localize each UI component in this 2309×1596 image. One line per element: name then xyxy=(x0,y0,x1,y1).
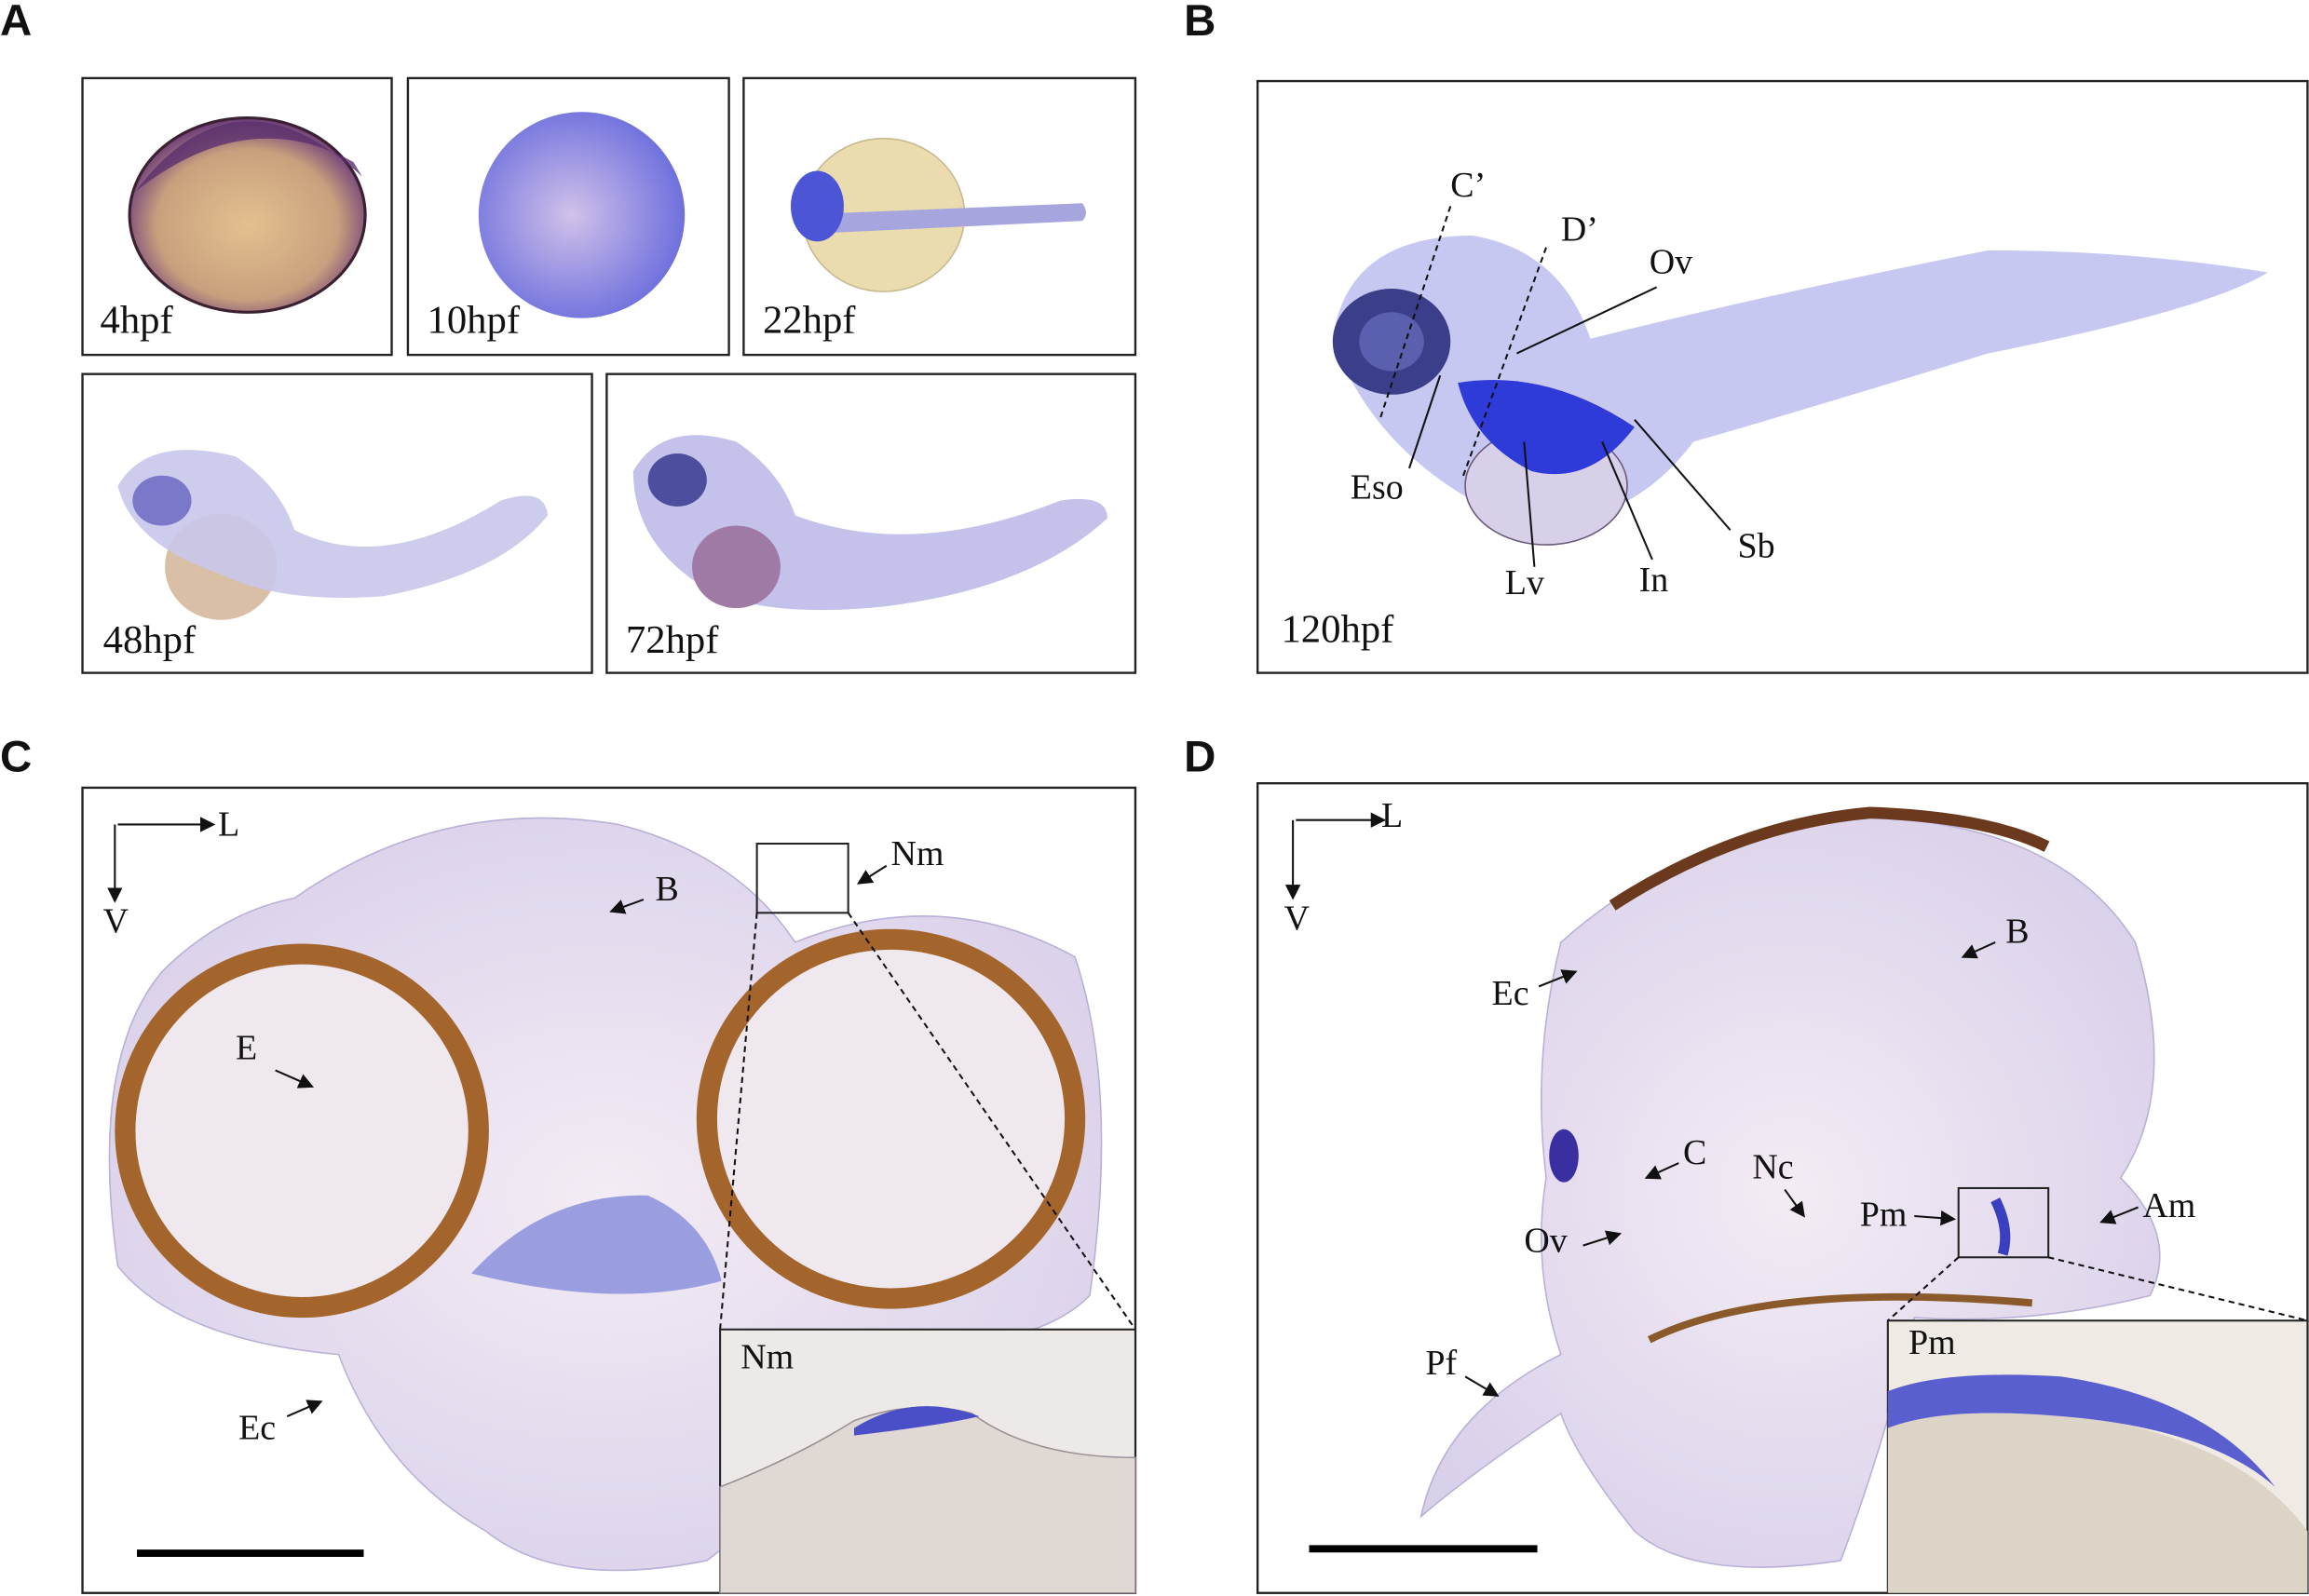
axis-label: V xyxy=(103,902,129,941)
panel-a: 4hpf 10hpf 22hpf 48hpf 72hpf xyxy=(81,76,1137,674)
annotation: Ec xyxy=(238,1409,276,1448)
panel-d: L V Ec B C Nc Pm Am Ov Pf Pm xyxy=(1256,782,2309,1594)
annotation: C’ xyxy=(1450,166,1486,205)
annotation: D’ xyxy=(1561,210,1598,250)
annotation: Ec xyxy=(1492,974,1529,1013)
annotation: B xyxy=(656,870,679,909)
panel-b: C’ D’ Ov Eso Lv In Sb 120hpf xyxy=(1256,79,2309,674)
panel-c: L V B Nm E Ec Nm xyxy=(81,786,1137,1594)
stage-label: 72hpf xyxy=(626,618,719,662)
stage-label: 48hpf xyxy=(103,618,197,662)
axis-label: L xyxy=(1381,796,1403,835)
annotation: Sb xyxy=(1738,527,1775,566)
annotation: Ov xyxy=(1524,1222,1567,1261)
stage-label: 4hpf xyxy=(101,299,174,343)
inset-label: Nm xyxy=(740,1338,794,1377)
annotation: Nm xyxy=(891,834,944,873)
panel-letter: D xyxy=(1184,732,1216,781)
annotation: In xyxy=(1639,561,1669,600)
panel-letter: A xyxy=(0,0,32,46)
annotation: E xyxy=(236,1029,257,1068)
panel-letter: C xyxy=(0,732,32,781)
stage-label: 10hpf xyxy=(427,299,520,343)
inset-label: Pm xyxy=(1908,1323,1956,1362)
annotation: Pf xyxy=(1425,1344,1457,1383)
panel-letter: B xyxy=(1184,0,1216,46)
annotation: Nc xyxy=(1752,1148,1793,1187)
annotation: Pm xyxy=(1860,1195,1908,1234)
axis-label: L xyxy=(218,805,239,844)
stage-label: 22hpf xyxy=(763,299,856,343)
annotation: C xyxy=(1683,1133,1706,1172)
annotation: Eso xyxy=(1351,467,1404,507)
annotation: Lv xyxy=(1505,563,1544,602)
stage-label: 120hpf xyxy=(1281,608,1394,652)
annotation: Ov xyxy=(1650,242,1692,281)
annotation: Am xyxy=(2142,1186,2195,1225)
annotation: B xyxy=(2005,913,2029,952)
axis-label: V xyxy=(1284,899,1310,939)
